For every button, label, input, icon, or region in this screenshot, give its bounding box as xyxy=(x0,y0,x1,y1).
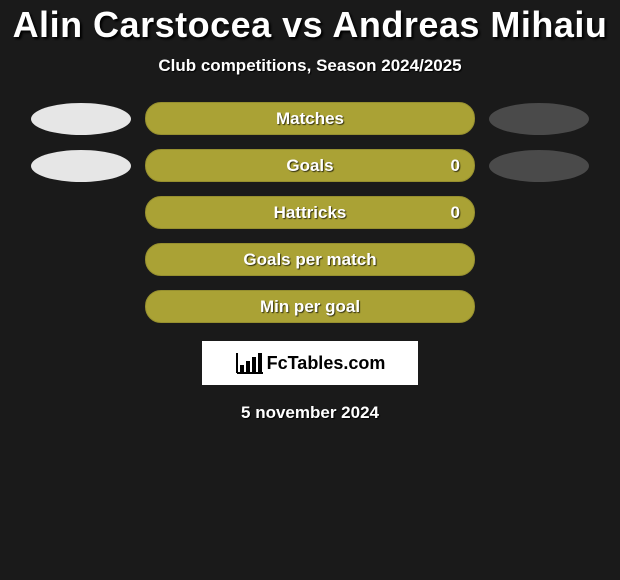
left-ellipse xyxy=(31,150,131,182)
stat-label: Goals per match xyxy=(243,250,376,270)
right-placeholder xyxy=(489,291,589,323)
left-ellipse xyxy=(31,103,131,135)
comparison-row: Goals per match xyxy=(0,243,620,276)
comparison-row: Min per goal xyxy=(0,290,620,323)
stat-right-value: 0 xyxy=(451,203,460,223)
comparison-row: Matches xyxy=(0,102,620,135)
stat-bar: Min per goal xyxy=(145,290,475,323)
stat-bar: Hattricks 0 xyxy=(145,196,475,229)
stat-bar: Goals 0 xyxy=(145,149,475,182)
stat-label: Hattricks xyxy=(274,203,347,223)
date-text: 5 november 2024 xyxy=(0,403,620,423)
right-ellipse xyxy=(489,103,589,135)
stat-label: Matches xyxy=(276,109,344,129)
page-subtitle: Club competitions, Season 2024/2025 xyxy=(0,56,620,76)
bar-chart-icon xyxy=(235,351,265,375)
page-title: Alin Carstocea vs Andreas Mihaiu xyxy=(0,0,620,50)
stat-label: Min per goal xyxy=(260,297,360,317)
right-ellipse xyxy=(489,150,589,182)
right-placeholder xyxy=(489,197,589,229)
stat-bar: Matches xyxy=(145,102,475,135)
left-placeholder xyxy=(31,197,131,229)
stat-right-value: 0 xyxy=(451,156,460,176)
comparison-row: Goals 0 xyxy=(0,149,620,182)
stat-label: Goals xyxy=(286,156,333,176)
logo-box: FcTables.com xyxy=(202,341,418,385)
left-placeholder xyxy=(31,244,131,276)
right-placeholder xyxy=(489,244,589,276)
stat-bar: Goals per match xyxy=(145,243,475,276)
comparison-row: Hattricks 0 xyxy=(0,196,620,229)
comparison-rows: Matches Goals 0 Hattricks 0 Goals per match Mi… xyxy=(0,102,620,323)
logo-text: FcTables.com xyxy=(267,353,386,374)
left-placeholder xyxy=(31,291,131,323)
